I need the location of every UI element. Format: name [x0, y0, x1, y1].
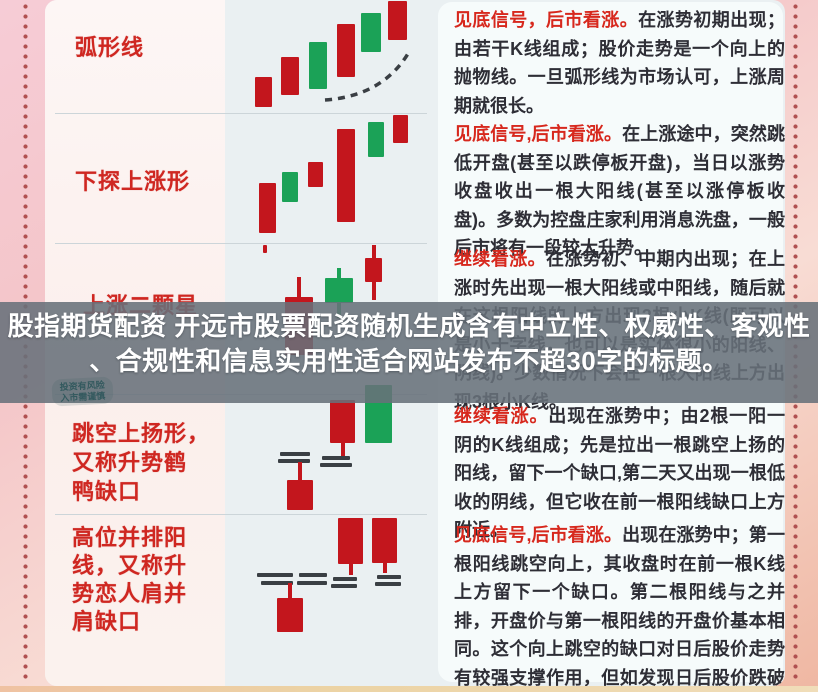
bullish-candle — [388, 1, 407, 40]
candle-wick — [297, 277, 301, 297]
bullish-candle — [259, 183, 276, 233]
candle-wick — [298, 462, 302, 480]
pattern-description-gap-up: 继续看涨。出现在涨势中；由2根一阳一阴的K线组成；先是拉出一根跳空上扬的阳线，留… — [454, 402, 785, 545]
bearish-candle — [361, 13, 381, 52]
risk-warning-line2: 入市需谨慎 — [60, 390, 106, 403]
pattern-label-arc-line: 弧形线 — [75, 33, 144, 62]
bearish-candle — [325, 268, 353, 318]
description-text: 出现在涨势中；由2根一阳一阴的K线组成；先是拉出一根跳空上扬的阳线，留下一个缺口… — [454, 406, 785, 540]
gap-mark — [278, 459, 310, 463]
gap-mark — [331, 584, 357, 588]
row-divider — [55, 514, 427, 515]
candle-wick — [382, 563, 387, 573]
bullish-candle — [372, 518, 397, 573]
overlay-title-line1: 股指期货配资 开远市股票配资随机生成含有中立性、权威性、客观性 — [7, 311, 811, 341]
description-text: 在上涨途中，突然跳低开盘(甚至以跌停板开盘)，当日以涨势收盘收出一根大阳线(甚至… — [454, 124, 785, 258]
bullish-candle — [393, 115, 408, 143]
gap-mark — [257, 573, 293, 577]
pattern-label-line: 跳空上扬形， — [72, 421, 211, 446]
candle-wick — [371, 282, 376, 300]
candlestick-chart-gap-up — [225, 385, 440, 515]
signal-text: 见底信号，后市看涨。 — [454, 10, 639, 30]
bullish-candle — [281, 57, 299, 95]
candlestick-chart-probe-rise — [225, 115, 440, 243]
bullish-candle — [287, 462, 313, 510]
bullish-candle — [365, 245, 382, 300]
pattern-description-arc-line: 见底信号，后市看涨。在涨势初期出现；由若干K线组成；股价走势是一个向上的抛物线。… — [454, 6, 785, 120]
risk-warning-watermark: 投资有风险 入市需谨慎 — [51, 376, 114, 407]
gap-mark — [375, 582, 401, 586]
candle-wick — [371, 245, 376, 258]
gap-mark — [320, 463, 352, 467]
bottom-edge-strip — [0, 686, 818, 692]
title-overlay-banner: 股指期货配资 开远市股票配资随机生成含有中立性、权威性、客观性 、合规性和信息实… — [0, 302, 818, 407]
candle-wick — [337, 268, 341, 278]
row-divider — [55, 113, 427, 114]
bearish-candle — [368, 122, 384, 157]
gap-mark — [280, 452, 310, 456]
pattern-label-side-by-side: 高位并排阳线，又称升势恋人肩并肩缺口 — [72, 524, 187, 636]
signal-text: 继续看涨。 — [454, 406, 549, 426]
bullish-candle — [337, 24, 355, 77]
signal-text: 见底信号,后市看涨。 — [454, 525, 623, 545]
bullish-candle — [277, 583, 303, 632]
bearish-candle — [309, 42, 327, 89]
bullish-candle — [337, 129, 355, 222]
candle-wick — [288, 583, 292, 598]
pattern-label-line: 高位并排阳 — [72, 525, 188, 550]
description-text: 在涨势初期出现；由若干K线组成；股价走势是一个向上的抛物线。一旦弧形线为市场认可… — [454, 10, 785, 116]
bullish-candle — [255, 77, 272, 107]
candle-wick — [340, 443, 345, 456]
row-divider — [55, 243, 427, 244]
gap-mark — [322, 456, 350, 460]
pattern-label-line: 又称升势鹤 — [72, 450, 188, 475]
signal-text: 继续看涨。 — [454, 249, 547, 269]
candlestick-chart-side-by-side — [225, 515, 440, 686]
gap-mark — [261, 581, 293, 585]
bearish-candle — [282, 172, 298, 202]
pattern-label-gap-up: 跳空上扬形， 又称升势鹤鸭缺口 — [72, 419, 210, 506]
bullish-candle — [330, 400, 355, 456]
gap-mark — [299, 573, 327, 577]
trend-arc — [324, 51, 411, 102]
pattern-label-line: 鸭缺口 — [72, 479, 142, 504]
overlay-title-line2: 、合规性和信息实用性适合网站发布不超30字的标题。 — [89, 346, 729, 376]
bullish-candle — [308, 162, 323, 187]
pattern-description-side-by-side: 见底信号,后市看涨。出现在涨势中；第一根阳线跳空向上，其收盘时在前一根K线上方留… — [454, 521, 785, 686]
pattern-label-line: 下探上涨形 — [75, 169, 191, 194]
pattern-label-line: 线，又称升 — [72, 553, 188, 578]
pattern-label-probe-rise: 下探上涨形 — [75, 167, 190, 196]
candle-wick — [348, 564, 353, 575]
pattern-label-line: 势恋人肩并 — [72, 581, 188, 606]
pattern-description-probe-rise: 见底信号,后市看涨。在上涨途中，突然跳低开盘(甚至以跌停板开盘)，当日以涨势收盘… — [454, 120, 785, 263]
pattern-label-line: 弧形线 — [75, 35, 145, 60]
description-text: 出现在涨势中；第一根阳线跳空向上，其收盘时在前一根K线上方留下一个缺口。第二根阳… — [454, 525, 785, 686]
bullish-candle — [338, 518, 363, 575]
gap-mark — [297, 581, 327, 585]
pattern-label-line: 肩缺口 — [72, 609, 142, 634]
gap-mark — [333, 577, 357, 581]
wick-mark — [263, 245, 267, 253]
signal-text: 见底信号,后市看涨。 — [454, 124, 623, 144]
gap-mark — [377, 575, 401, 579]
candlestick-chart-arc-line — [225, 0, 440, 113]
